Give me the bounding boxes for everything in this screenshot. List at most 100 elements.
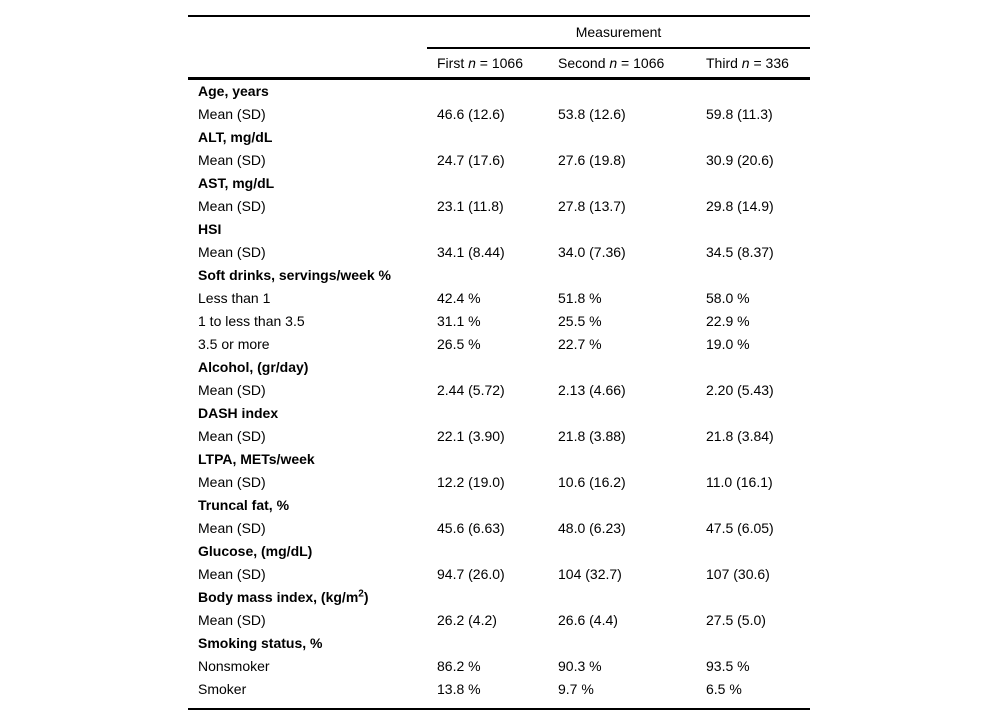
table-bottom-rule (188, 708, 810, 710)
cell-first: 42.4 % (437, 290, 481, 306)
column-header-third: Third n = 336 (706, 49, 810, 77)
table-row: Mean (SD) 94.7 (26.0) 104 (32.7) 107 (30.6) (188, 563, 810, 586)
table-row: Glucose, (mg/dL) (188, 540, 810, 563)
row-label: Mean (SD) (198, 152, 266, 168)
table-row: DASH index (188, 402, 810, 425)
cell-second: 53.8 (12.6) (558, 106, 626, 122)
table-row: Body mass index, (kg/m2) (188, 586, 810, 609)
cell-second: 104 (32.7) (558, 566, 622, 582)
cell-second: 51.8 % (558, 290, 602, 306)
cell-second: 9.7 % (558, 681, 594, 697)
cell-third: 59.8 (11.3) (706, 106, 773, 122)
cell-third: 6.5 % (706, 681, 742, 697)
cell-second: 90.3 % (558, 658, 602, 674)
cell-second: 27.8 (13.7) (558, 198, 626, 214)
table-row: Mean (SD) 45.6 (6.63) 48.0 (6.23) 47.5 (6.0… (188, 517, 810, 540)
table-row: Mean (SD) 24.7 (17.6) 27.6 (19.8) 30.9 (20.… (188, 149, 810, 172)
table-row: HSI (188, 218, 810, 241)
cell-first: 24.7 (17.6) (437, 152, 505, 168)
row-category-label: AST, mg/dL (198, 175, 275, 191)
table-body: Age, years Mean (SD) 46.6 (12.6) 53.8 (12.… (188, 80, 810, 701)
row-category-label: ALT, mg/dL (198, 129, 273, 145)
row-label: Mean (SD) (198, 106, 266, 122)
row-label: Nonsmoker (198, 658, 270, 674)
table-row: Less than 1 42.4 % 51.8 % 58.0 % (188, 287, 810, 310)
cell-second: 10.6 (16.2) (558, 474, 626, 490)
row-category-label: Alcohol, (gr/day) (198, 359, 309, 375)
cell-second: 26.6 (4.4) (558, 612, 618, 628)
table-row: Soft drinks, servings/week % (188, 264, 810, 287)
row-label: Mean (SD) (198, 612, 266, 628)
table-row: ALT, mg/dL (188, 126, 810, 149)
cell-third: 93.5 % (706, 658, 750, 674)
cell-first: 45.6 (6.63) (437, 520, 505, 536)
table-row: 1 to less than 3.5 31.1 % 25.5 % 22.9 % (188, 310, 810, 333)
table-top-rule (188, 15, 810, 17)
row-label: Mean (SD) (198, 244, 266, 260)
row-label: Mean (SD) (198, 428, 266, 444)
cell-first: 13.8 % (437, 681, 481, 697)
row-category-label: Body mass index, (kg/m2) (188, 586, 427, 609)
table-row: Mean (SD) 34.1 (8.44) 34.0 (7.36) 34.5 (8.3… (188, 241, 810, 264)
table-row: LTPA, METs/week (188, 448, 810, 471)
row-label: Mean (SD) (198, 566, 266, 582)
row-label: Mean (SD) (198, 474, 266, 490)
table-title: Measurement (575, 24, 662, 40)
cell-first: 26.5 % (437, 336, 481, 352)
header-spacer (188, 17, 427, 47)
row-category-label: Smoking status, % (198, 635, 323, 651)
cell-second: 2.13 (4.66) (558, 382, 626, 398)
cell-first: 31.1 % (437, 313, 481, 329)
row-category-label: LTPA, METs/week (198, 451, 315, 467)
row-label: Mean (SD) (198, 520, 266, 536)
cell-first: 86.2 % (437, 658, 481, 674)
table-row: Mean (SD) 22.1 (3.90) 21.8 (3.88) 21.8 (3.8… (188, 425, 810, 448)
bmi-label-text: Body mass index, (kg/m (198, 589, 359, 605)
header-bottom-rule (188, 77, 810, 80)
row-category-label: HSI (198, 221, 222, 237)
cell-third: 29.8 (14.9) (706, 198, 774, 214)
row-label: 1 to less than 3.5 (198, 313, 305, 329)
column-header-row: First n = 1066 Second n = 1066 Third n =… (188, 49, 810, 77)
summary-statistics-table: Measurement First n = 1066 Second n = 10… (188, 15, 810, 710)
cell-first: 23.1 (11.8) (437, 198, 504, 214)
table-row: Mean (SD) 26.2 (4.2) 26.6 (4.4) 27.5 (5.0) (188, 609, 810, 632)
row-category-label: DASH index (198, 405, 279, 421)
cell-third: 58.0 % (706, 290, 750, 306)
cell-first: 22.1 (3.90) (437, 428, 505, 444)
row-label: Smoker (198, 681, 247, 697)
column-header-text: Third (706, 55, 742, 71)
table-row: Smoker 13.8 % 9.7 % 6.5 % (188, 678, 810, 701)
table-row: Mean (SD) 12.2 (19.0) 10.6 (16.2) 11.0 (16.… (188, 471, 810, 494)
column-header-count: = 1066 (617, 55, 665, 71)
cell-third: 21.8 (3.84) (706, 428, 774, 444)
superscript-2: 2 (358, 588, 364, 600)
cell-second: 21.8 (3.88) (558, 428, 626, 444)
cell-first: 34.1 (8.44) (437, 244, 505, 260)
n-symbol: n (609, 55, 618, 71)
table-row: AST, mg/dL (188, 172, 810, 195)
cell-first: 2.44 (5.72) (437, 382, 505, 398)
bmi-label-close: ) (363, 589, 369, 605)
table-row: Truncal fat, % (188, 494, 810, 517)
table-row: Alcohol, (gr/day) (188, 356, 810, 379)
bottom-padding (188, 701, 810, 708)
cell-second: 34.0 (7.36) (558, 244, 626, 260)
column-header-count: = 1066 (475, 55, 524, 71)
row-label: 3.5 or more (198, 336, 270, 352)
cell-second: 25.5 % (558, 313, 602, 329)
column-header-first: First n = 1066 (427, 49, 558, 77)
row-category-label: Truncal fat, % (198, 497, 290, 513)
n-symbol: n (468, 55, 476, 71)
cell-third: 107 (30.6) (706, 566, 770, 582)
cell-third: 11.0 (16.1) (706, 474, 773, 490)
cell-second: 27.6 (19.8) (558, 152, 626, 168)
cell-second: 22.7 % (558, 336, 602, 352)
measurement-header-row: Measurement (188, 17, 810, 47)
cell-third: 19.0 % (706, 336, 750, 352)
cell-first: 94.7 (26.0) (437, 566, 505, 582)
table-row: Mean (SD) 2.44 (5.72) 2.13 (4.66) 2.20 (5.4… (188, 379, 810, 402)
measurement-underline-rule (427, 47, 810, 49)
cell-third: 22.9 % (706, 313, 750, 329)
